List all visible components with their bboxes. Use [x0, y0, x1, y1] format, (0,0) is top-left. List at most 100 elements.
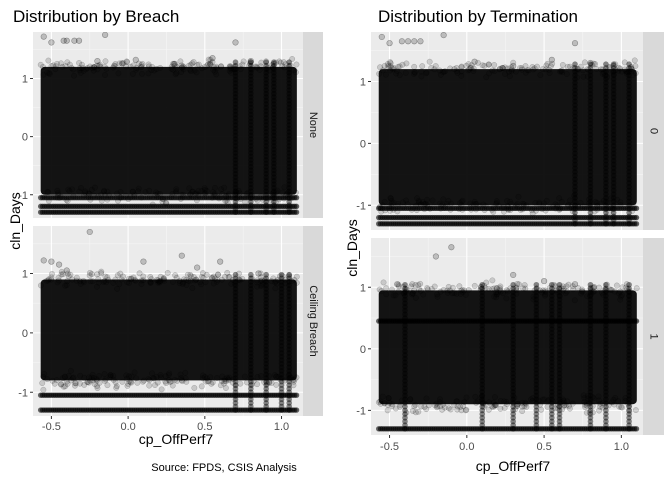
scatter-point — [402, 322, 408, 329]
scatter-point — [556, 355, 563, 362]
scatter-point — [232, 360, 239, 367]
scatter-point — [232, 289, 239, 296]
scatter-point — [587, 139, 594, 145]
scatter-point — [561, 399, 567, 406]
scatter-point — [381, 400, 388, 407]
scatter-point — [556, 304, 563, 310]
strip-background — [303, 32, 323, 218]
scatter-point — [114, 285, 121, 292]
scatter-point — [155, 277, 161, 284]
scatter-point — [626, 411, 632, 417]
scatter-point — [579, 286, 586, 293]
scatter-point — [603, 304, 609, 310]
scatter-point — [198, 65, 205, 72]
scatter-point — [248, 178, 254, 184]
scatter-point — [227, 63, 234, 70]
scatter-point — [248, 97, 254, 104]
scatter-point — [248, 357, 254, 363]
scatter-point — [199, 270, 206, 277]
point-row — [376, 426, 640, 432]
scatter-point — [626, 213, 632, 220]
scatter-point — [384, 61, 391, 67]
scatter-point — [549, 348, 555, 355]
scatter-point — [479, 422, 486, 428]
scatter-point — [610, 154, 617, 160]
scatter-point — [603, 407, 609, 414]
scatter-point — [582, 404, 589, 411]
scatter-point — [432, 402, 438, 409]
scatter-point — [478, 283, 485, 290]
scatter-point — [221, 184, 228, 191]
scatter-point — [263, 97, 269, 104]
scatter-point — [268, 278, 275, 285]
scatter-point — [179, 378, 186, 385]
scatter-point — [586, 400, 593, 407]
scatter-point — [610, 76, 617, 82]
scatter-point — [207, 60, 214, 67]
scatter-point — [510, 318, 516, 325]
scatter-point — [603, 389, 609, 395]
scatter-point — [572, 213, 578, 220]
scatter-point — [273, 280, 280, 287]
scatter-point — [232, 160, 239, 167]
scatter-point — [603, 330, 609, 336]
scatter-point — [248, 321, 254, 328]
scatter-point — [232, 83, 239, 90]
scatter-point — [102, 376, 109, 383]
scatter-point — [263, 202, 269, 209]
scatter-point — [510, 352, 516, 358]
scatter-point — [611, 288, 618, 295]
scatter-point — [138, 63, 145, 70]
scatter-point — [556, 378, 563, 384]
scatter-point — [563, 288, 570, 295]
scatter-point — [572, 202, 578, 209]
scatter-point — [232, 328, 239, 335]
scatter-point — [107, 372, 114, 379]
scatter-point — [263, 300, 269, 306]
scatter-point — [604, 199, 611, 206]
scatter-point — [93, 376, 100, 382]
scatter-point — [263, 303, 269, 310]
scatter-point — [559, 69, 566, 76]
scatter-point — [533, 281, 540, 288]
scatter-point — [232, 62, 239, 69]
scatter-point — [462, 291, 469, 298]
scatter-point — [263, 296, 269, 303]
scatter-point — [271, 104, 277, 111]
scatter-point — [592, 61, 599, 67]
scatter-point — [278, 339, 285, 346]
scatter-point — [626, 296, 632, 303]
scatter-point — [271, 153, 277, 160]
scatter-point — [572, 128, 578, 134]
scatter-point — [549, 385, 555, 392]
scatter-point — [633, 214, 640, 221]
scatter-point — [65, 273, 72, 280]
scatter-point — [248, 393, 254, 399]
scatter-point — [610, 161, 617, 168]
y-tick-label: 0 — [22, 132, 28, 144]
scatter-point — [479, 426, 486, 432]
scatter-point — [126, 275, 132, 282]
scatter-point — [165, 377, 172, 384]
scatter-point — [603, 363, 609, 369]
scatter-point — [572, 61, 578, 67]
scatter-point — [232, 115, 239, 121]
scatter-point — [402, 411, 408, 417]
scatter-point — [174, 64, 180, 70]
scatter-point — [263, 146, 269, 153]
scatter-point — [376, 286, 383, 293]
scatter-point — [248, 125, 254, 132]
scatter-point — [135, 60, 142, 67]
scatter-point — [626, 172, 632, 179]
scatter-point — [626, 389, 632, 395]
scatter-point — [286, 375, 292, 381]
scatter-point — [606, 64, 613, 71]
scatter-point — [587, 150, 594, 157]
scatter-point — [174, 378, 180, 384]
scatter-point — [583, 409, 590, 416]
scatter-point — [173, 274, 180, 281]
scatter-point — [461, 399, 468, 405]
scatter-point — [603, 102, 609, 108]
outlier-point — [48, 258, 55, 265]
scatter-point — [624, 286, 631, 293]
